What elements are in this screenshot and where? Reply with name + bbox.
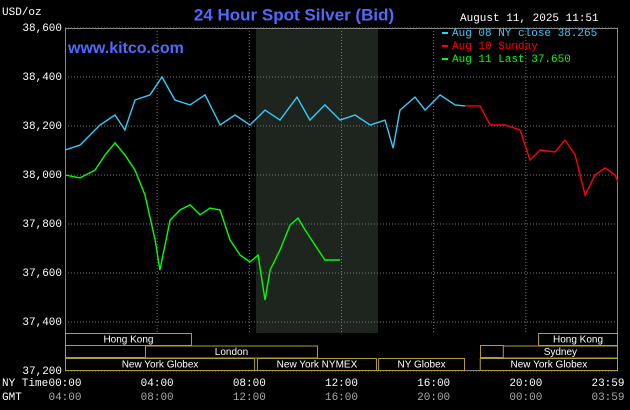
x-tick-label: 20:00: [509, 378, 542, 390]
session-box: [256, 358, 377, 371]
site-label: www.kitco.com: [67, 40, 184, 57]
y-tick-label: 38,000: [22, 170, 62, 182]
session-box: [65, 358, 256, 371]
session-label: New York Globex: [122, 360, 199, 371]
x-row-label: GMT: [2, 392, 22, 404]
x-secondary-label: 04:00: [48, 392, 81, 404]
x-secondary-label: 16:00: [325, 392, 358, 404]
session-box: [65, 345, 146, 358]
chart-title: 24 Hour Spot Silver (Bid): [194, 5, 394, 24]
legend-label: Aug 08 NY close 38.265: [452, 28, 597, 40]
timestamp: August 11, 2025 11:51: [460, 13, 599, 25]
session-label: Hong Kong: [553, 335, 603, 346]
legend-label: Aug 11 Last 37.650: [452, 54, 571, 66]
session-box: [479, 358, 618, 371]
session-label: New York Globex: [511, 360, 588, 371]
session-box: [480, 345, 504, 358]
session-label: London: [215, 347, 248, 358]
session-shade: [256, 28, 378, 333]
session-label: New York NYMEX: [277, 360, 358, 371]
series-line: [64, 141, 341, 301]
session-box: [65, 333, 192, 346]
y-tick-label: 37,200: [22, 366, 62, 378]
y-tick-label: 38,600: [22, 23, 62, 35]
session-label: NY Globex: [397, 360, 445, 371]
x-secondary-label: 03:59: [591, 392, 624, 404]
x-tick-label: 16:00: [417, 378, 450, 390]
x-tick-label: 23:59: [591, 378, 624, 390]
x-secondary-label: 12:00: [233, 392, 266, 404]
y-tick-label: 38,400: [22, 72, 62, 84]
x-tick-label: 12:00: [325, 378, 358, 390]
unit-label: USD/oz: [2, 7, 42, 19]
y-tick-label: 37,600: [22, 268, 62, 280]
x-secondary-label: 00:00: [509, 392, 542, 404]
y-tick-label: 38,200: [22, 121, 62, 133]
x-tick-label: 08:00: [233, 378, 266, 390]
session-box: [378, 358, 466, 371]
x-secondary-label: 20:00: [417, 392, 450, 404]
series-line: [64, 75, 466, 151]
y-tick-label: 37,800: [22, 219, 62, 231]
x-secondary-label: 08:00: [141, 392, 174, 404]
x-tick-label: 00:00: [48, 378, 81, 390]
x-tick-label: 04:00: [141, 378, 174, 390]
series-line: [465, 105, 619, 198]
legend-label: Aug 10 Sunday: [452, 41, 538, 53]
x-row-label: NY Time: [2, 378, 48, 390]
session-label: Hong Kong: [103, 335, 153, 346]
y-tick-label: 37,400: [22, 317, 62, 329]
session-label: Sydney: [544, 347, 577, 358]
